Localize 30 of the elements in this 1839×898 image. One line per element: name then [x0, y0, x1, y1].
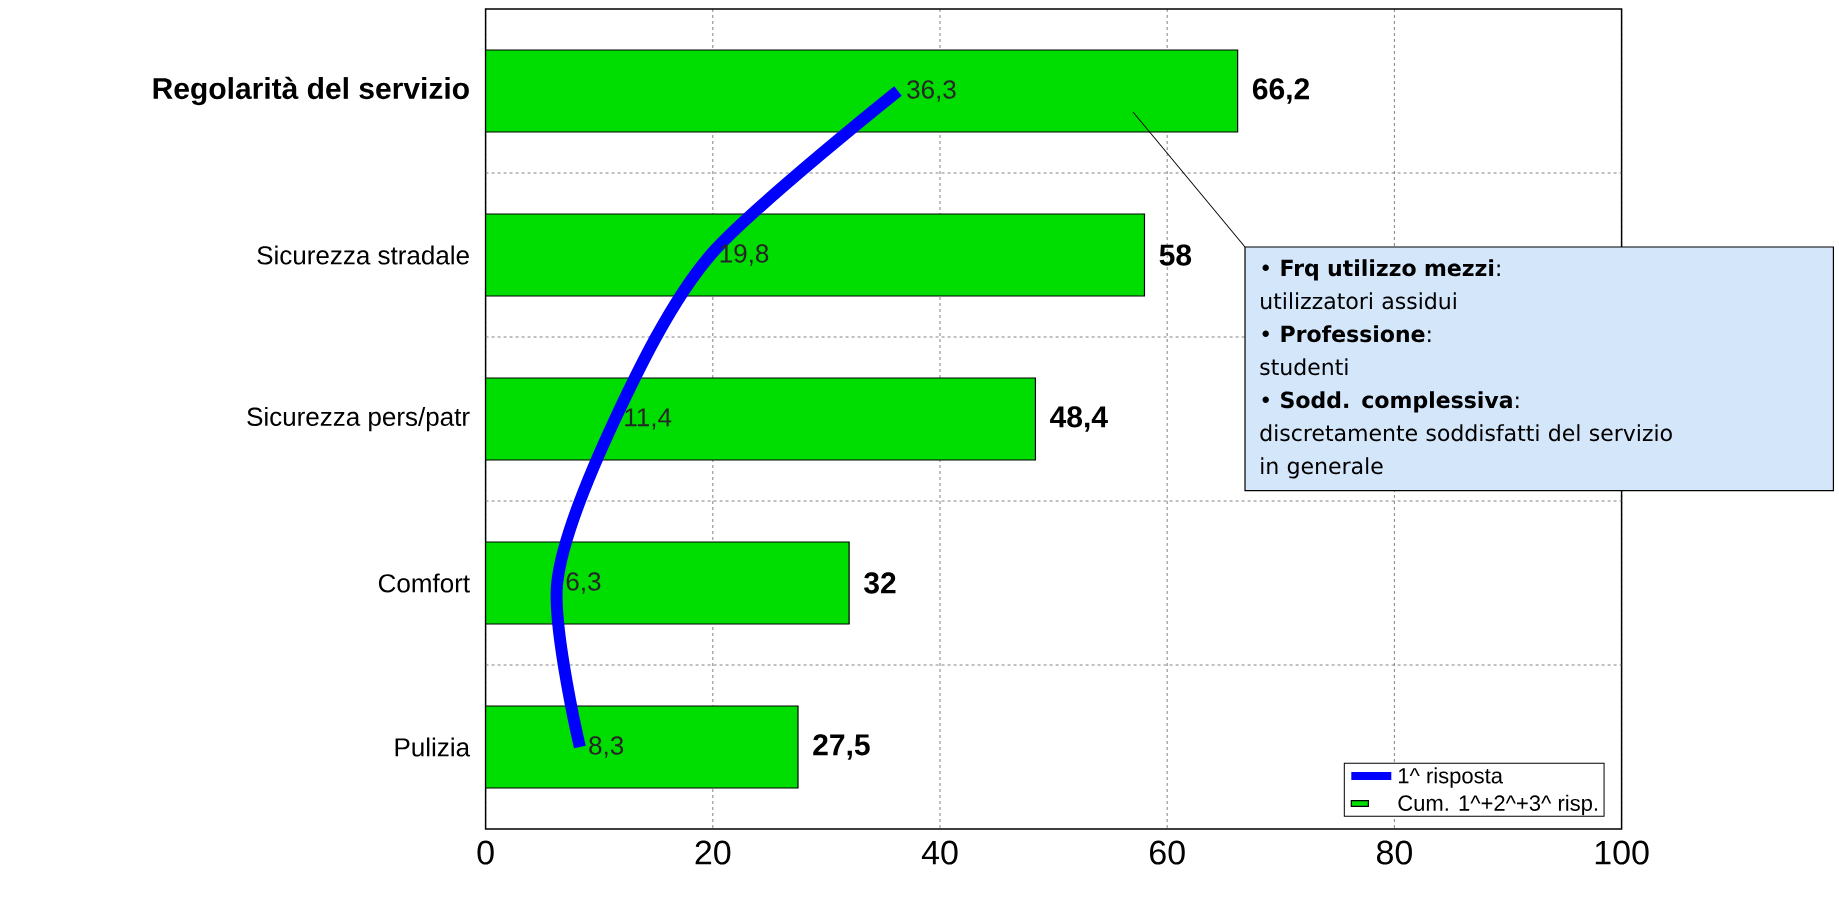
y-tick-label: Sicurezza pers/patr — [247, 406, 470, 432]
annotation: • Professione: — [1262, 325, 1431, 343]
data-label: 8,3 — [589, 736, 624, 758]
data-label: 19,8 — [720, 244, 769, 266]
data-label: 6,3 — [566, 572, 601, 594]
data-label: 48,4 — [1050, 406, 1108, 432]
annotation: discretamente soddisfatti del servizio — [1260, 424, 1672, 442]
legend-label: Cum. 1^+2^+3^ risp. — [1398, 794, 1598, 816]
data-label: 11,4 — [625, 408, 672, 430]
x-tick-label: 40 — [921, 840, 958, 865]
annotation: in generale — [1261, 457, 1383, 479]
x-tick-label: 80 — [1376, 840, 1412, 865]
data-label: 27,5 — [813, 734, 870, 760]
data-label: 58 — [1159, 244, 1192, 266]
x-tick-label: 20 — [695, 840, 731, 865]
data-label: 32 — [864, 572, 896, 594]
data-label: 36,3 — [907, 80, 956, 102]
annotation: • Sodd. complessiva: — [1262, 391, 1519, 413]
y-tick-label: Comfort — [378, 573, 470, 593]
y-tick-label: Regolarità del servizio — [153, 76, 469, 106]
annotation: studenti — [1260, 358, 1348, 376]
annotation: • Frq utilizzo mezzi: — [1262, 259, 1500, 281]
y-tick-label: Pulizia — [395, 737, 471, 757]
x-tick-label: 100 — [1595, 840, 1649, 865]
annotation: utilizzatori assidui — [1261, 292, 1456, 310]
legend-label: 1^ risposta — [1398, 767, 1503, 788]
x-tick-label: 60 — [1150, 840, 1185, 865]
x-tick-label: 0 — [477, 840, 494, 865]
y-tick-label: Sicurezza stradale — [257, 245, 469, 265]
data-label: 66,2 — [1252, 78, 1310, 104]
